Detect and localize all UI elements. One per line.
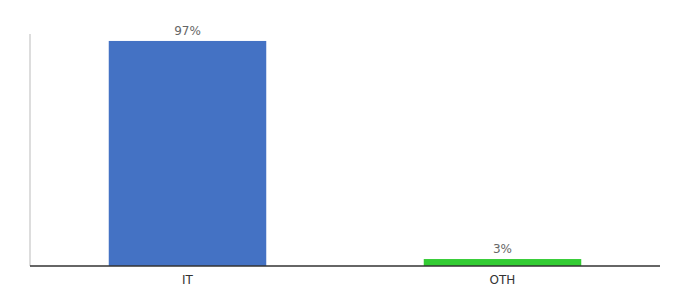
x-axis-line (30, 265, 660, 267)
bars (109, 41, 582, 266)
x-tick-label: OTH (490, 273, 516, 287)
data-label: 97% (174, 24, 201, 38)
y-axis-line (30, 34, 31, 266)
x-tick-label: IT (182, 273, 194, 287)
chart: 97% 3% IT OTH (0, 0, 680, 300)
data-label: 3% (493, 242, 512, 256)
bar (424, 259, 582, 266)
bar (109, 41, 267, 266)
